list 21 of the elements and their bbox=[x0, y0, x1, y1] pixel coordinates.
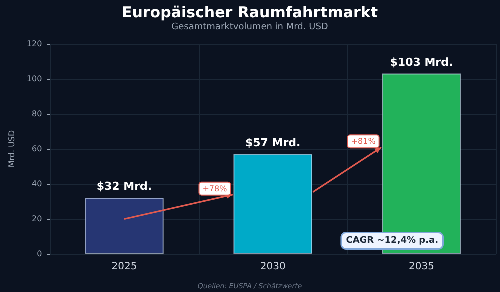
y-tick-label: 80 bbox=[32, 110, 42, 118]
y-tick-label: 0 bbox=[37, 250, 42, 258]
annotation: +78% bbox=[202, 184, 228, 194]
y-tick-label: 20 bbox=[32, 214, 42, 224]
chart-subtitle: Gesamtmarktvolumen in Mrd. USD bbox=[172, 22, 328, 32]
bar bbox=[234, 154, 312, 254]
annotation: +81% bbox=[351, 137, 376, 146]
y-tick-label: 100 bbox=[26, 74, 42, 84]
data-label: $57 Mrd. bbox=[245, 136, 301, 150]
annotation: CAGR ~12,4% p.a. bbox=[346, 236, 439, 246]
x-tick-label: 2025 bbox=[112, 262, 138, 272]
y-axis-title: Mrd. USD bbox=[8, 130, 16, 168]
chart-title: Europäischer Raumfahrtmarkt bbox=[122, 4, 378, 22]
y-tick-label: 120 bbox=[26, 40, 42, 48]
data-label: $32 Mrd. bbox=[96, 180, 152, 193]
x-tick-label: 2030 bbox=[260, 262, 286, 272]
y-tick-label: 60 bbox=[32, 144, 42, 154]
data-label: $103 Mrd. bbox=[390, 56, 454, 69]
x-tick-label: 2035 bbox=[408, 262, 434, 272]
bar bbox=[85, 198, 164, 254]
y-tick-label: 40 bbox=[32, 180, 42, 188]
